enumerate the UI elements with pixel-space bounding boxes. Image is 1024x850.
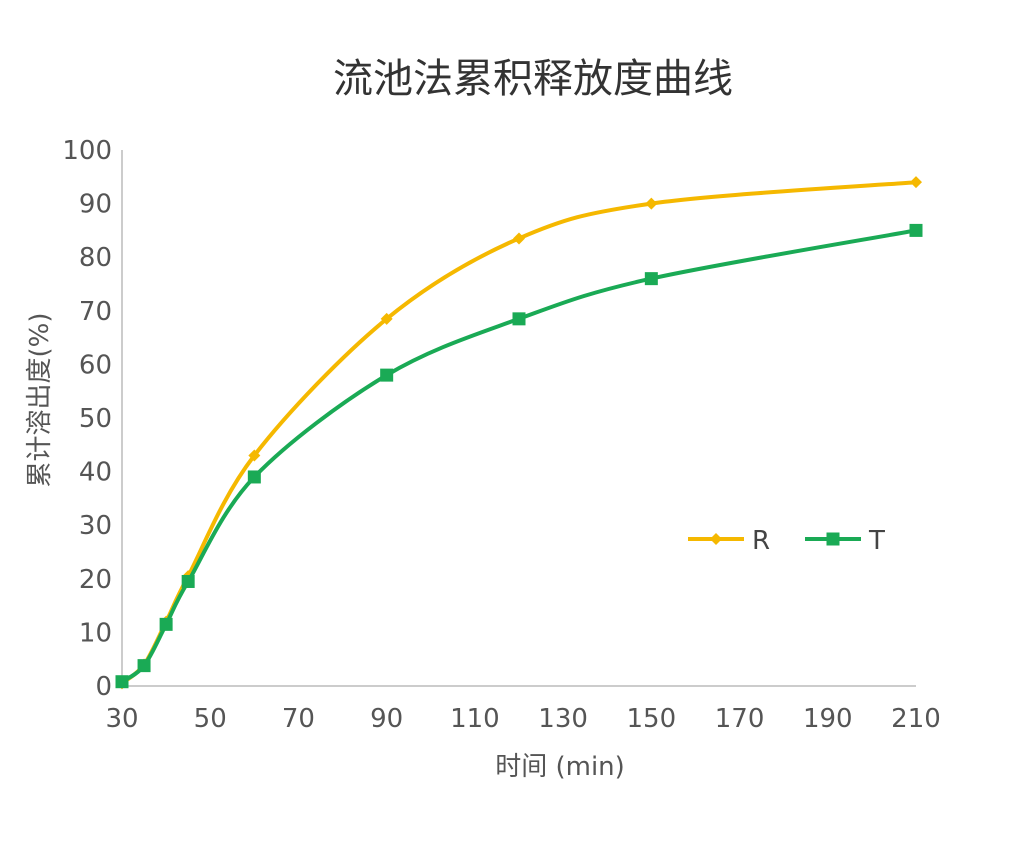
x-tick-label: 210 bbox=[891, 704, 941, 734]
y-tick-label: 70 bbox=[79, 297, 112, 327]
data-point bbox=[159, 617, 173, 631]
legend-label: T bbox=[868, 526, 885, 556]
x-tick-label: 170 bbox=[715, 704, 765, 734]
y-axis-label: 累计溶出度(%) bbox=[25, 313, 55, 488]
data-point bbox=[380, 368, 394, 382]
legend-item-R: R bbox=[688, 526, 770, 556]
data-point bbox=[380, 312, 393, 325]
legend-marker bbox=[710, 533, 722, 545]
x-tick-label: 110 bbox=[450, 704, 500, 734]
x-tick-label: 50 bbox=[194, 704, 227, 734]
legend-marker bbox=[826, 532, 840, 546]
series-R bbox=[116, 176, 922, 690]
chart-title: 流池法累积释放度曲线 bbox=[333, 56, 733, 102]
x-tick-label: 90 bbox=[370, 704, 403, 734]
y-tick-label: 0 bbox=[95, 672, 112, 702]
legend-label: R bbox=[752, 526, 770, 556]
x-tick-label: 190 bbox=[803, 704, 853, 734]
y-tick-label: 50 bbox=[79, 404, 112, 434]
x-axis-label: 时间 (min) bbox=[495, 752, 625, 782]
data-point bbox=[909, 223, 923, 237]
data-point bbox=[248, 449, 261, 462]
x-tick-label: 130 bbox=[538, 704, 588, 734]
x-tick-label: 150 bbox=[627, 704, 677, 734]
x-tick-label: 30 bbox=[105, 704, 138, 734]
y-tick-label: 20 bbox=[79, 565, 112, 595]
data-point bbox=[247, 470, 261, 484]
y-tick-label: 60 bbox=[79, 350, 112, 380]
x-tick-label: 70 bbox=[282, 704, 315, 734]
legend-item-T: T bbox=[805, 526, 885, 556]
y-tick-label: 90 bbox=[79, 190, 112, 220]
data-point bbox=[910, 176, 922, 189]
data-point bbox=[644, 272, 658, 286]
y-tick-label: 100 bbox=[62, 136, 112, 166]
series-line-R bbox=[120, 180, 917, 685]
y-tick-label: 10 bbox=[79, 618, 112, 648]
y-tick-label: 30 bbox=[79, 511, 112, 541]
y-tick-labels: 0 10 20 30 40 50 60 70 80 90 100 bbox=[62, 136, 112, 702]
data-point bbox=[513, 232, 525, 245]
y-tick-label: 40 bbox=[79, 458, 112, 488]
series-T bbox=[115, 223, 923, 689]
data-point bbox=[181, 574, 195, 588]
data-point bbox=[115, 675, 129, 689]
data-point bbox=[645, 197, 658, 210]
data-point bbox=[137, 659, 151, 673]
plot-area bbox=[121, 150, 916, 687]
series-layer bbox=[115, 176, 923, 690]
data-point bbox=[512, 312, 526, 326]
y-tick-label: 80 bbox=[79, 243, 112, 273]
x-tick-labels: 30 50 70 90 110 130 150 170 190 210 bbox=[105, 704, 940, 734]
series-line-T bbox=[120, 228, 917, 684]
